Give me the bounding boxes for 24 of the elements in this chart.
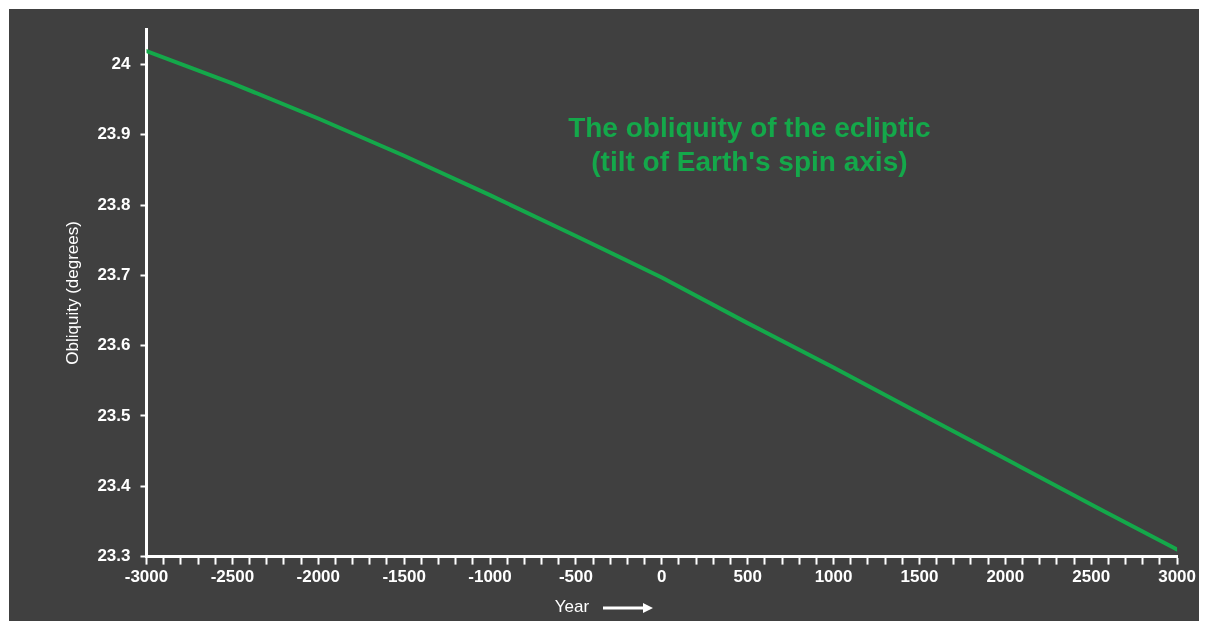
x-tick-label: 0 (657, 567, 667, 587)
x-tick-label: -2000 (296, 567, 340, 587)
x-tick-label: 3000 (1158, 567, 1196, 587)
x-tick-label: 2000 (986, 567, 1025, 587)
x-tick-label: 2500 (1072, 567, 1111, 587)
x-tick-label: -500 (558, 567, 593, 587)
y-tick-label: 23.9 (97, 124, 131, 144)
y-tick-label: 24 (111, 54, 132, 74)
x-tick-label: -3000 (124, 567, 169, 587)
y-tick-label: 23.8 (97, 194, 131, 214)
y-axis-title: Obliquity (degrees) (62, 221, 82, 365)
x-tick-label: -1500 (382, 567, 426, 587)
y-tick-label: 23.6 (97, 335, 131, 355)
y-tick-label: 23.5 (97, 405, 131, 425)
x-tick-label: 1500 (900, 567, 939, 587)
x-axis-title: Year (554, 597, 590, 617)
x-tick-label: 500 (733, 567, 762, 587)
x-tick-label: -2500 (210, 567, 255, 587)
y-tick-label: 23.3 (97, 546, 131, 566)
y-tick-label: 23.7 (97, 265, 131, 285)
x-tick-label: -1000 (468, 567, 512, 587)
y-tick-label: 23.4 (97, 475, 132, 495)
x-tick-label: 1000 (814, 567, 853, 587)
series-label: The obliquity of the ecliptic (tilt of Earth's spin axis) (568, 111, 931, 177)
